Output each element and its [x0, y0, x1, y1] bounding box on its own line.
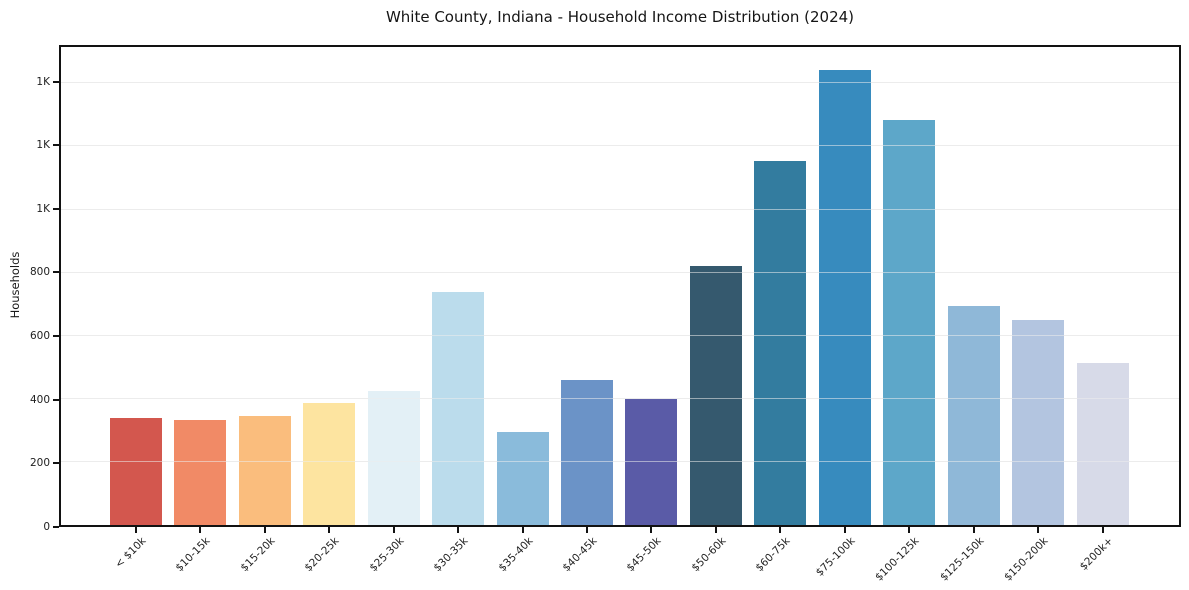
x-tick-mark — [392, 527, 395, 533]
x-tick-mark — [263, 527, 266, 533]
gridline-overlay — [61, 82, 1179, 84]
bar-$15-20k — [238, 416, 291, 525]
y-tick-label: 0 — [43, 521, 50, 533]
x-tick-mark — [457, 527, 460, 533]
gridline-overlay — [61, 334, 1179, 336]
bar-$150-200k — [1012, 319, 1065, 525]
x-tick-label: $125-150k — [937, 535, 987, 584]
x-tick-mark — [1037, 527, 1040, 533]
x-tick-mark — [972, 527, 975, 533]
y-tick-mark — [53, 526, 59, 528]
x-tick-label: $30-35k — [431, 535, 471, 575]
x-tick-label: $40-45k — [560, 535, 600, 575]
x-tick-mark — [585, 527, 588, 533]
bar-$45-50k — [625, 399, 678, 525]
gridline-overlay — [61, 271, 1179, 273]
bar-$50-60k — [689, 265, 742, 525]
gridline-overlay — [61, 208, 1179, 210]
x-tick-label: $60-75k — [753, 535, 793, 575]
bar-< $10k — [109, 417, 162, 525]
x-tick-mark — [1101, 527, 1104, 533]
y-tick-label: 200 — [29, 457, 50, 470]
x-tick-mark — [199, 527, 202, 533]
bar-$25-30k — [367, 390, 420, 525]
plot-area — [59, 45, 1181, 527]
x-tick-label: $50-60k — [689, 535, 729, 575]
y-tick-label: 1K — [36, 202, 50, 215]
y-tick-label: 1K — [36, 139, 50, 152]
gridline-overlay — [61, 145, 1179, 147]
x-tick-label: $150-200k — [1002, 535, 1051, 584]
y-tick-label: 400 — [29, 393, 50, 406]
y-axis-title: Households — [8, 251, 22, 319]
bar-$30-35k — [432, 292, 485, 525]
y-tick-label: 1K — [36, 75, 50, 88]
x-tick-label: $10-15k — [173, 535, 213, 575]
y-tick-mark — [53, 207, 59, 210]
y-tick-mark — [53, 462, 59, 465]
x-tick-mark — [521, 527, 524, 533]
x-tick-label: $15-20k — [238, 535, 278, 575]
x-tick-mark — [908, 527, 911, 533]
bar-$100-125k — [883, 120, 936, 525]
x-tick-label: $100-125k — [873, 535, 922, 584]
bar-$40-45k — [560, 379, 613, 525]
x-tick-mark — [134, 527, 137, 533]
y-tick-mark — [53, 144, 59, 147]
y-tick-mark — [53, 335, 59, 338]
chart-title: White County, Indiana - Household Income… — [385, 8, 855, 26]
bar-$125-150k — [947, 306, 1000, 525]
x-tick-mark — [650, 527, 653, 533]
bar-$20-25k — [303, 402, 356, 525]
x-tick-label: $35-40k — [495, 535, 536, 575]
bar-$10-15k — [174, 419, 227, 525]
y-tick-mark — [53, 398, 59, 401]
x-tick-label: $75-100k — [813, 535, 858, 579]
y-tick-label: 800 — [29, 266, 50, 279]
x-tick-label: < $10k — [112, 535, 149, 571]
x-tick-label: $20-25k — [302, 535, 342, 575]
bar-$200k+ — [1076, 362, 1129, 525]
x-tick-mark — [843, 527, 846, 533]
gridline-overlay — [61, 460, 1179, 462]
x-tick-label: $45-50k — [624, 535, 664, 575]
bar-$75-100k — [818, 70, 871, 525]
gridline-overlay — [61, 397, 1179, 399]
y-tick-mark — [53, 80, 59, 83]
bar-$35-40k — [496, 431, 549, 525]
x-tick-mark — [714, 527, 717, 533]
y-tick-label: 600 — [29, 330, 50, 343]
y-tick-mark — [53, 271, 59, 274]
x-tick-label: $200k+ — [1077, 535, 1116, 573]
x-tick-label: $25-30k — [366, 535, 407, 575]
x-tick-mark — [328, 527, 331, 533]
x-tick-mark — [779, 527, 782, 533]
bar-$60-75k — [754, 160, 807, 525]
